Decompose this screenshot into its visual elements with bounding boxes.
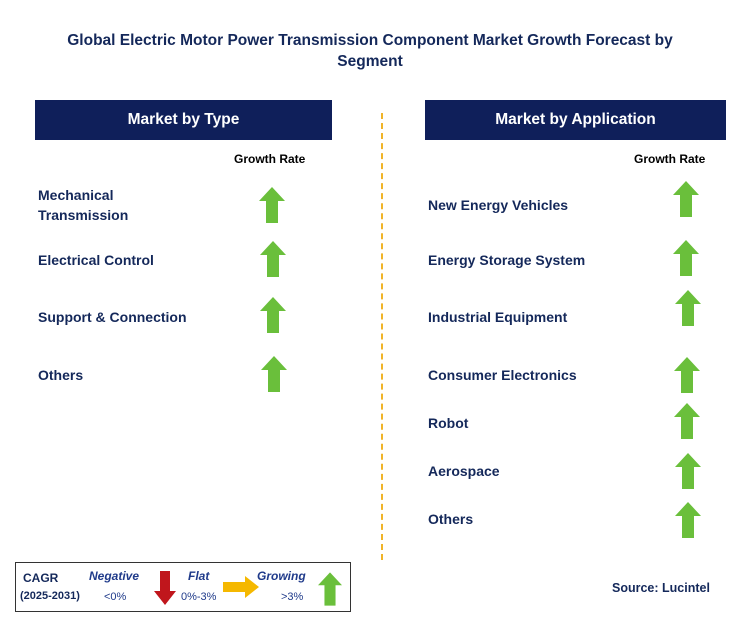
right-growth-rate-label: Growth Rate [634,152,706,166]
application-item-robot: Robot [428,415,469,431]
up-arrow-icon [259,187,285,223]
legend-negative-label: Negative [89,569,140,583]
up-arrow-icon [261,356,287,392]
left-growth-rate-label: Growth Rate [234,152,306,166]
page-title: Global Electric Motor Power Transmission… [67,32,673,70]
legend-period: (2025-2031) [20,590,80,602]
application-item-others: Others [428,511,474,527]
up-arrow-icon [675,290,701,326]
application-item-consumer-electronics: Consumer Electronics [428,367,577,383]
application-item-energy-storage-system: Energy Storage System [428,252,586,268]
legend-growing-label: Growing [257,569,306,583]
up-arrow-icon [674,403,700,439]
legend-flat-label: Flat [188,569,210,583]
down-arrow-icon [154,571,176,605]
up-arrow-icon [318,572,342,606]
cagr-legend: CAGR (2025-2031) Negative <0% Flat 0%-3%… [15,562,351,612]
up-arrow-icon [674,357,700,393]
up-arrow-icon [260,297,286,333]
legend-cagr-label: CAGR [23,571,59,585]
type-item-mechanical-transmission: Mechanical Transmission [38,187,129,223]
right-arrow-icon [223,576,259,598]
type-item-support-connection: Support & Connection [38,309,187,325]
application-item-industrial-equipment: Industrial Equipment [428,309,568,325]
market-by-application-header: Market by Application [425,100,726,140]
source-note: Source: Lucintel [612,581,710,595]
up-arrow-icon [673,181,699,217]
legend-negative-range: <0% [104,591,127,603]
up-arrow-icon [260,241,286,277]
application-item-aerospace: Aerospace [428,463,500,479]
up-arrow-icon [675,502,701,538]
legend-growing-range: >3% [281,591,304,603]
up-arrow-icon [675,453,701,489]
application-item-new-energy-vehicles: New Energy Vehicles [428,197,569,213]
up-arrow-icon [673,240,699,276]
legend-flat-range: 0%-3% [181,591,217,603]
column-divider [381,113,383,560]
type-item-electrical-control: Electrical Control [38,252,154,268]
market-by-type-header: Market by Type [35,100,332,140]
type-item-others: Others [38,367,84,383]
